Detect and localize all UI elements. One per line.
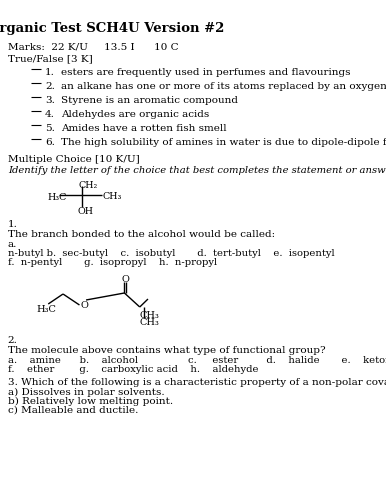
Text: O: O xyxy=(81,301,88,310)
Text: Aldehydes are organic acids: Aldehydes are organic acids xyxy=(61,110,210,119)
Text: Styrene is an aromatic compound: Styrene is an aromatic compound xyxy=(61,96,239,105)
Text: f.  n-pentyl       g.  isopropyl    h.  n-propyl: f. n-pentyl g. isopropyl h. n-propyl xyxy=(8,258,217,267)
Text: OH: OH xyxy=(77,207,93,216)
Text: CH₂: CH₂ xyxy=(78,181,98,190)
Text: Identify the letter of the choice that best completes the statement or answers t: Identify the letter of the choice that b… xyxy=(8,166,386,175)
Text: The branch bonded to the alcohol would be called:: The branch bonded to the alcohol would b… xyxy=(8,230,275,239)
Text: H₃C: H₃C xyxy=(47,193,66,202)
Text: a) Dissolves in polar solvents.: a) Dissolves in polar solvents. xyxy=(8,388,164,397)
Text: 2.: 2. xyxy=(45,82,55,91)
Text: 1.: 1. xyxy=(45,68,55,77)
Text: 1.: 1. xyxy=(8,220,17,229)
Text: Organic Test SCH4U Version #2: Organic Test SCH4U Version #2 xyxy=(0,22,224,35)
Text: Marks:  22 K/U     13.5 I      10 C: Marks: 22 K/U 13.5 I 10 C xyxy=(8,42,178,51)
Text: c) Malleable and ductile.: c) Malleable and ductile. xyxy=(8,406,138,415)
Text: 2.: 2. xyxy=(8,336,17,345)
Text: a.: a. xyxy=(8,240,17,249)
Text: a.    amine      b.    alcohol                c.     ester         d.    halide : a. amine b. alcohol c. ester d. halide xyxy=(8,356,386,365)
Text: The molecule above contains what type of functional group?: The molecule above contains what type of… xyxy=(8,346,325,355)
Text: Multiple Choice [10 K/U]: Multiple Choice [10 K/U] xyxy=(8,155,139,164)
Text: CH₃: CH₃ xyxy=(140,318,160,327)
Text: The high solubility of amines in water is due to dipole-dipole forces: The high solubility of amines in water i… xyxy=(61,138,386,147)
Text: 6.: 6. xyxy=(45,138,55,147)
Text: Amides have a rotten fish smell: Amides have a rotten fish smell xyxy=(61,124,227,133)
Text: n-butyl b.  sec-butyl    c.  isobutyl       d.  tert-butyl    e.  isopentyl: n-butyl b. sec-butyl c. isobutyl d. tert… xyxy=(8,249,334,258)
Text: esters are frequently used in perfumes and flavourings: esters are frequently used in perfumes a… xyxy=(61,68,351,77)
Text: CH₃: CH₃ xyxy=(103,192,122,201)
Text: b) Relatively low melting point.: b) Relatively low melting point. xyxy=(8,397,173,406)
Text: 3. Which of the following is a characteristic property of a non-polar covalent m: 3. Which of the following is a character… xyxy=(8,378,386,387)
Text: 5.: 5. xyxy=(45,124,55,133)
Text: 4.: 4. xyxy=(45,110,55,119)
Text: 3.: 3. xyxy=(45,96,55,105)
Text: CH₃: CH₃ xyxy=(140,311,160,320)
Text: H₃C: H₃C xyxy=(37,305,57,314)
Text: f.    ether        g.    carboxylic acid    h.    aldehyde: f. ether g. carboxylic acid h. aldehyde xyxy=(8,365,258,374)
Text: an alkane has one or more of its atoms replaced by an oxygen: an alkane has one or more of its atoms r… xyxy=(61,82,386,91)
Text: True/False [3 K]: True/False [3 K] xyxy=(8,54,92,63)
Text: O: O xyxy=(122,275,130,284)
